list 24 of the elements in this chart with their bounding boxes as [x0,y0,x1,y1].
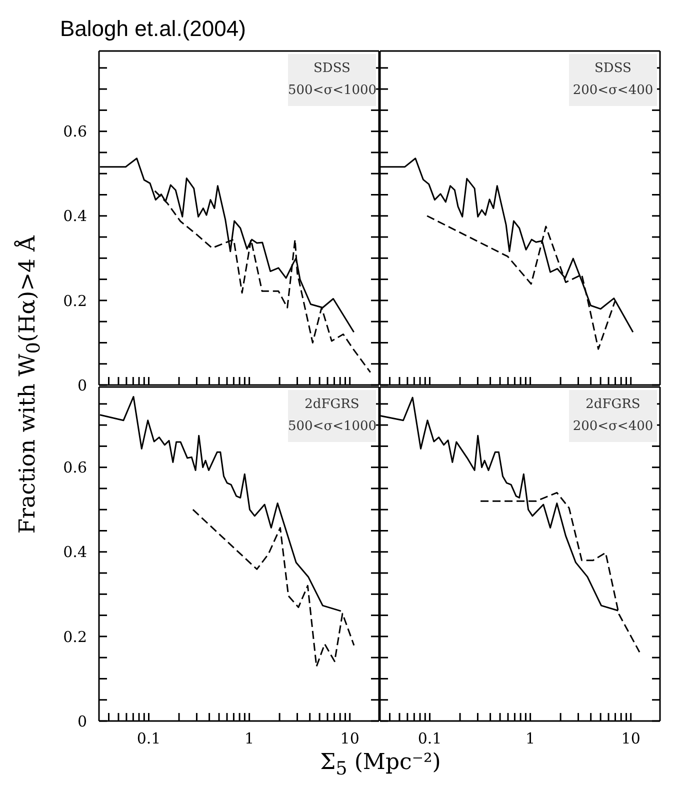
text: 2dFGRS [304,396,360,414]
y-tick-label: 0 [77,712,87,730]
y-tick-label: 0.4 [63,543,87,562]
text: SDSS [312,60,352,78]
x-axis-title: Σ$_{5}$ (Mpc⁻²) [319,750,442,780]
y-tick-label: 0.4 [63,207,87,226]
text: 2dFGRS [584,396,642,414]
y-tick-label: 0.2 [63,628,87,646]
x-tick-label: 0.1 [136,730,161,748]
y-tick-label: 0.6 [63,122,87,141]
text: 500<σ<1000 [288,418,377,436]
text: 200<σ<400 [572,418,654,436]
x-tick-label: 10 [340,730,360,748]
text: SDSS [594,60,632,78]
y-tick-label: 0.6 [63,458,87,477]
x-tick-label: 1 [526,730,536,748]
text: Balogh et.al.(2004) [60,16,246,42]
x-tick-label: 0.1 [418,730,442,748]
y-tick-label: 0 [77,376,87,394]
x-tick-label: 1 [244,730,254,748]
text: 200<σ<400 [572,82,654,100]
y-tick-label: 0.2 [63,292,87,310]
x-tick-label: 10 [621,730,640,748]
text: 500<σ<1000 [288,82,377,100]
